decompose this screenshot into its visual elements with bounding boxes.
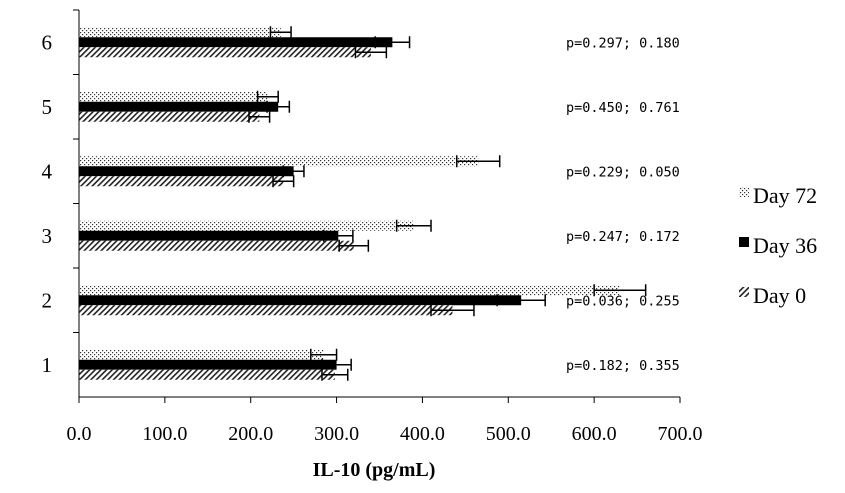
bar-day-0 [79, 47, 371, 58]
x-tick-label: 200.0 [228, 423, 273, 445]
p-value-annotation: p=0.182; 0.355 [566, 358, 680, 374]
x-tick-label: 0.0 [67, 423, 92, 445]
y-tick-label: 5 [42, 95, 53, 119]
x-tick-label: 100.0 [142, 423, 187, 445]
y-tick-label: 6 [42, 30, 53, 54]
bar-day-36 [79, 295, 522, 306]
bar-day-72 [79, 349, 324, 360]
bar-day-0 [79, 240, 354, 251]
bar-day-0 [79, 369, 335, 380]
bar-day-0 [79, 176, 284, 187]
bar-day-72 [79, 220, 414, 231]
error-bars-layer [248, 26, 647, 381]
y-tick-label: 1 [42, 353, 53, 377]
bar-day-0 [79, 305, 453, 316]
legend-label: Day 0 [753, 283, 806, 308]
bar-day-72 [79, 285, 620, 296]
bar-day-72 [79, 156, 479, 167]
x-tick-label: 700.0 [658, 423, 703, 445]
bar-day-36 [79, 359, 337, 370]
legend-swatch-day-72 [739, 187, 749, 197]
x-tick-label: 300.0 [314, 423, 359, 445]
y-tick-label: 4 [42, 159, 53, 183]
y-tick-label: 3 [42, 224, 53, 248]
legend-swatch-day-36 [739, 237, 749, 247]
legend-label: Day 72 [753, 183, 817, 208]
bar-day-36 [79, 230, 339, 241]
bar-day-36 [79, 101, 279, 112]
bar-day-0 [79, 111, 260, 122]
bar-day-36 [79, 37, 393, 48]
legend-label: Day 36 [753, 233, 817, 258]
legend: Day 72 Day 36 Day 0 [739, 183, 817, 308]
bar-day-36 [79, 166, 294, 177]
p-value-annotation: p=0.247; 0.172 [566, 229, 680, 245]
p-value-annotation: p=0.229; 0.050 [566, 164, 680, 180]
p-value-annotation: p=0.036; 0.255 [566, 293, 680, 309]
x-tick-labels: 0.0 100.0 200.0 300.0 400.0 500.0 600.0 700.0 [67, 423, 703, 445]
p-value-annotation: p=0.450; 0.761 [566, 100, 680, 116]
axis-ticks [73, 9, 681, 403]
bar-day-72 [79, 91, 268, 102]
x-tick-label: 500.0 [486, 423, 531, 445]
legend-swatch-day-0 [739, 287, 749, 297]
y-tick-labels: 1 2 3 4 5 6 [42, 30, 53, 377]
p-value-annotation: p=0.297; 0.180 [566, 35, 680, 51]
bar-day-72 [79, 27, 281, 38]
bars-layer [79, 27, 620, 380]
y-tick-label: 2 [42, 288, 53, 312]
x-tick-label: 600.0 [572, 423, 617, 445]
x-axis-title: IL-10 (pg/mL) [313, 459, 436, 481]
p-value-annotations: p=0.182; 0.355 p=0.036; 0.255 p=0.247; 0.1… [566, 35, 680, 374]
x-tick-label: 400.0 [400, 423, 445, 445]
